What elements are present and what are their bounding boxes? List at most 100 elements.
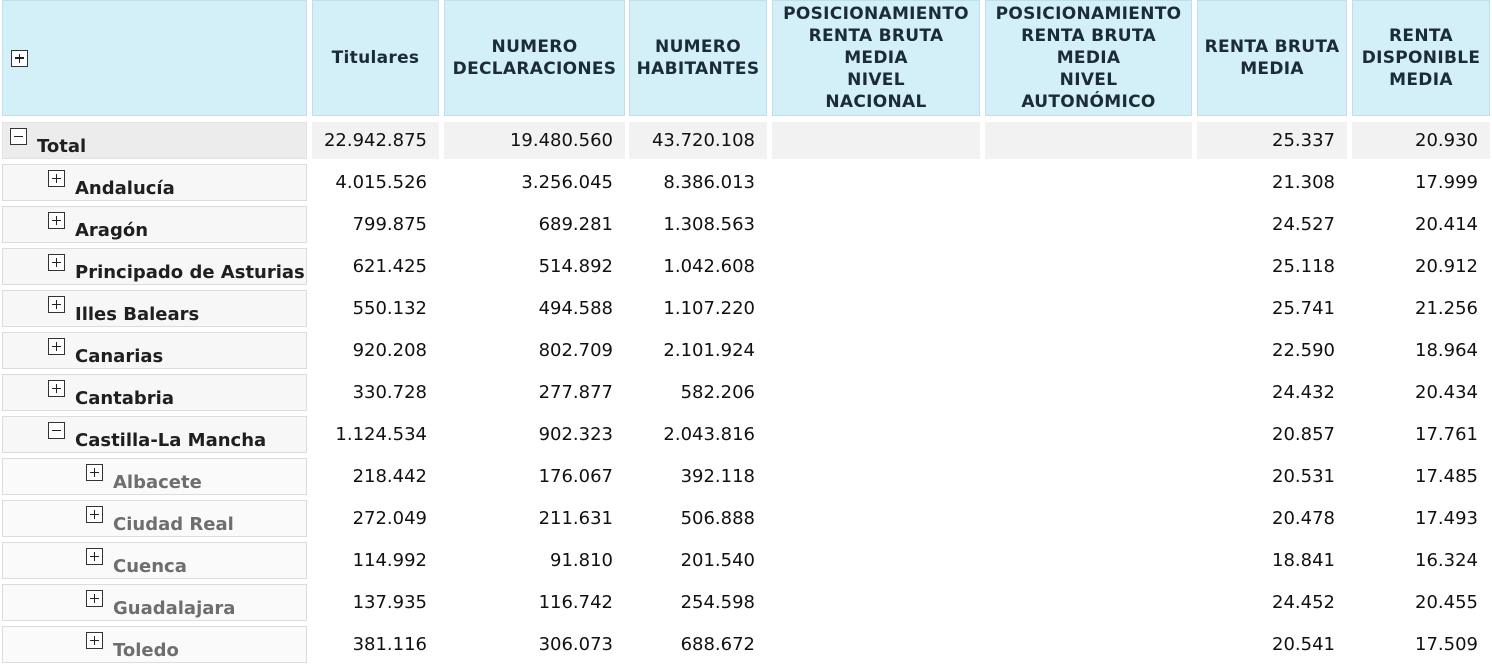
expand-icon[interactable] [86,506,103,523]
header-renta-disponible-media-label: RENTA DISPONIBLE MEDIA [1361,26,1481,90]
expand-icon[interactable] [86,590,103,607]
table-cell-titulares: 621.425 [352,256,427,277]
table-cell-renta-bruta: 20.478 [1272,508,1335,529]
table-row-label: Illes Balears [2,290,307,327]
table-cell-habitantes: 506.888 [680,508,755,529]
table-row-label: Ciudad Real [2,500,307,537]
header-renta-bruta-media-label: RENTA BRUTA MEDIA [1204,37,1340,79]
table-cell-pos-autonomico [985,626,1192,663]
header-pos-nacional-label: POSICIONAMIENTO RENTA BRUTA MEDIA NIVEL … [783,4,969,112]
table-cell-renta-disponible: 17.485 [1415,466,1478,487]
table-cell-declaraciones: 176.067 [538,466,613,487]
table-cell-renta-disponible: 17.761 [1415,424,1478,445]
table-cell-pos-nacional [772,374,980,411]
table-cell-habitantes: 688.672 [680,634,755,655]
header-numero-habitantes[interactable]: NUMERO HABITANTES [629,0,767,116]
table-cell-habitantes: 254.598 [680,592,755,613]
table-cell-renta-disponible: 17.493 [1415,508,1478,529]
expand-icon[interactable] [48,254,65,271]
table-cell-declaraciones: 91.810 [550,550,613,571]
row-label-text: Ciudad Real [113,514,234,535]
table-row-label: Albacete [2,458,307,495]
header-numero-declaraciones[interactable]: NUMERO DECLARACIONES [444,0,625,116]
table-cell-renta-bruta: 25.337 [1197,122,1347,159]
table-cell-pos-nacional [772,122,980,159]
table-cell-renta-disponible: 18.964 [1415,340,1478,361]
table-cell-titulares: 330.728 [352,382,427,403]
table-cell-pos-autonomico [985,164,1192,201]
table-cell-renta-disponible: 20.912 [1415,256,1478,277]
table-cell-renta-disponible: 20.414 [1415,214,1478,235]
expand-icon[interactable] [48,212,65,229]
table-cell-habitantes: 8.386.013 [663,172,755,193]
collapse-icon[interactable] [48,422,65,439]
table-row-label: Toledo [2,626,307,663]
table-cell-declaraciones: 116.742 [538,592,613,613]
table-cell-pos-autonomico [985,122,1192,159]
header-pos-autonomico[interactable]: POSICIONAMIENTO RENTA BRUTA MEDIA NIVEL … [985,0,1192,116]
table-cell-titulares: 272.049 [352,508,427,529]
table-row-label: Total [2,122,307,159]
expand-icon[interactable] [48,170,65,187]
table-cell-declaraciones: 494.588 [538,298,613,319]
table-cell-pos-autonomico [985,542,1192,579]
table-cell-pos-autonomico [985,584,1192,621]
expand-icon[interactable] [86,632,103,649]
table-cell-pos-autonomico [985,374,1192,411]
collapse-icon[interactable] [10,128,27,145]
header-pos-nacional[interactable]: POSICIONAMIENTO RENTA BRUTA MEDIA NIVEL … [772,0,980,116]
table-cell-declaraciones: 3.256.045 [521,172,613,193]
row-label-text: Aragón [75,220,149,241]
table-cell-pos-nacional [772,290,980,327]
table-cell-renta-bruta: 24.527 [1272,214,1335,235]
row-label-text: Guadalajara [113,598,236,619]
row-label-text: Albacete [113,472,202,493]
table-cell-pos-autonomico [985,458,1192,495]
row-label-text: Principado de Asturias [75,262,305,283]
row-label-text: Total [37,136,87,157]
header-titulares[interactable]: Titulares [312,0,439,116]
table-cell-pos-nacional [772,332,980,369]
table-cell-titulares: 920.208 [352,340,427,361]
table-cell-renta-bruta: 25.741 [1272,298,1335,319]
table-cell-habitantes: 2.043.816 [663,424,755,445]
table-cell-declaraciones: 19.480.560 [444,122,625,159]
table-row-label: Castilla-La Mancha [2,416,307,453]
table-cell-pos-autonomico [985,248,1192,285]
table-cell-declaraciones: 306.073 [538,634,613,655]
table-row-label: Aragón [2,206,307,243]
table-cell-titulares: 799.875 [352,214,427,235]
table-cell-declaraciones: 211.631 [538,508,613,529]
expand-icon[interactable] [86,548,103,565]
expand-all-icon[interactable] [11,49,28,67]
header-renta-disponible-media[interactable]: RENTA DISPONIBLE MEDIA [1352,0,1490,116]
row-label-text: Cuenca [113,556,187,577]
expand-icon[interactable] [48,380,65,397]
table-cell-renta-disponible: 17.509 [1415,634,1478,655]
expand-icon[interactable] [48,338,65,355]
table-cell-renta-bruta: 21.308 [1272,172,1335,193]
table-cell-pos-nacional [772,458,980,495]
header-renta-bruta-media[interactable]: RENTA BRUTA MEDIA [1197,0,1347,116]
table-cell-habitantes: 1.107.220 [663,298,755,319]
table-cell-titulares: 218.442 [352,466,427,487]
table-cell-titulares: 4.015.526 [335,172,427,193]
table-cell-titulares: 137.935 [352,592,427,613]
table-cell-titulares: 22.942.875 [312,122,439,159]
table-cell-habitantes: 2.101.924 [663,340,755,361]
table-cell-renta-bruta: 24.432 [1272,382,1335,403]
table-cell-renta-bruta: 20.541 [1272,634,1335,655]
table-cell-pos-nacional [772,206,980,243]
table-cell-renta-disponible: 21.256 [1415,298,1478,319]
table-cell-pos-nacional [772,500,980,537]
expand-icon[interactable] [48,296,65,313]
table-row-label: Canarias [2,332,307,369]
table-cell-pos-nacional [772,164,980,201]
header-pos-autonomico-label: POSICIONAMIENTO RENTA BRUTA MEDIA NIVEL … [995,4,1182,112]
header-numero-declaraciones-label: NUMERO DECLARACIONES [452,37,617,79]
table-cell-titulares: 114.992 [352,550,427,571]
expand-icon[interactable] [86,464,103,481]
table-row-label: Andalucía [2,164,307,201]
table-cell-declaraciones: 689.281 [538,214,613,235]
table-cell-titulares: 550.132 [352,298,427,319]
